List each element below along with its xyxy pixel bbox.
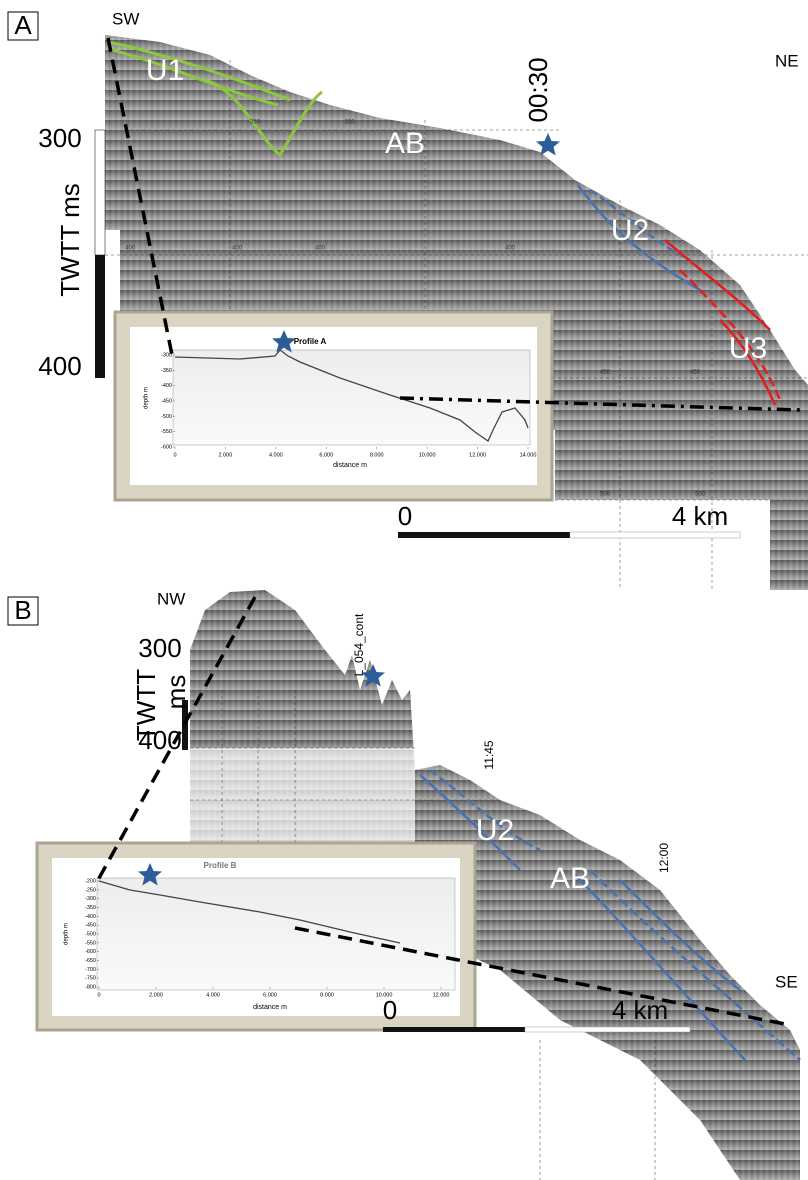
grid-label: 350 bbox=[345, 120, 356, 126]
inset-x-tick-label: 0 bbox=[173, 452, 176, 458]
scale-bar-end: 4 km bbox=[672, 501, 728, 531]
grid-label: 400 bbox=[315, 246, 326, 252]
inset-title: Profile A bbox=[294, 337, 327, 346]
inset-x-tick-label: 6.000 bbox=[319, 452, 333, 458]
inset-y-tick-label: -650 bbox=[85, 958, 96, 964]
feature-label: AB bbox=[385, 127, 425, 160]
inset-x-label: distance m bbox=[333, 462, 367, 469]
inset-x-tick-label: 6.000 bbox=[263, 992, 277, 998]
figure: A 300 400 TWTT ms SW NE U1 AB 00:30 U2 U… bbox=[0, 0, 808, 1180]
inset-plot bbox=[173, 350, 530, 445]
scale-bar-white bbox=[95, 130, 105, 255]
inset-x-tick-label: 2.000 bbox=[149, 992, 163, 998]
inset-y-tick-label: -450 bbox=[161, 398, 172, 404]
fade bbox=[190, 748, 415, 848]
inset-x-tick-label: 8.000 bbox=[370, 452, 384, 458]
panel-label: B bbox=[14, 595, 31, 625]
unit-label: U3 bbox=[729, 332, 767, 365]
grid-label: 500 bbox=[600, 492, 611, 498]
inset-y-tick-label: -550 bbox=[85, 940, 96, 946]
unit-label: U2 bbox=[611, 214, 649, 247]
scale-title: TWTT bbox=[131, 669, 161, 741]
inset-plot bbox=[97, 878, 455, 990]
grid-label: 500 bbox=[695, 492, 706, 498]
scale-bar-black bbox=[383, 1027, 525, 1032]
grid-label: 400 bbox=[125, 246, 136, 252]
inset-x-tick-label: 4.000 bbox=[269, 452, 283, 458]
direction-right: NE bbox=[775, 51, 799, 70]
line-name: L_054_cont bbox=[352, 613, 366, 676]
inset-title: Profile B bbox=[204, 861, 237, 870]
inset-x-tick-label: 0 bbox=[97, 992, 100, 998]
time-mark: 11:45 bbox=[482, 740, 496, 769]
direction-right: SE bbox=[775, 972, 798, 991]
inset-y-tick-label: -400 bbox=[85, 914, 96, 920]
inset-y-tick-label: -250 bbox=[85, 887, 96, 893]
scale-bar-white bbox=[570, 532, 740, 538]
inset-y-label: depth m bbox=[64, 923, 70, 945]
inset-y-label: depth m bbox=[144, 387, 150, 409]
inset-y-tick-label: -700 bbox=[85, 967, 96, 973]
scale-bar-start: 0 bbox=[383, 995, 397, 1025]
inset-x-label: distance m bbox=[253, 1004, 287, 1011]
inset-y-tick-label: -450 bbox=[85, 923, 96, 929]
inset-y-tick-label: -350 bbox=[85, 905, 96, 911]
inset-x-tick-label: 2.000 bbox=[219, 452, 233, 458]
inset-y-tick-label: -750 bbox=[85, 976, 96, 982]
grid-label: 350 bbox=[250, 120, 261, 126]
inset-y-tick-label: -350 bbox=[161, 368, 172, 374]
grid-label: 450 bbox=[600, 370, 611, 376]
scale-top: 300 bbox=[38, 123, 81, 153]
unit-label: U1 bbox=[146, 54, 184, 87]
inset-y-tick-label: -500 bbox=[85, 931, 96, 937]
inset-x-tick-label: 12.000 bbox=[433, 992, 450, 998]
scale-bar-black bbox=[95, 255, 105, 378]
inset-y-tick-label: -300 bbox=[85, 896, 96, 902]
inset-x-tick-label: 4.000 bbox=[206, 992, 220, 998]
grid-label: 400 bbox=[232, 246, 243, 252]
time-mark: 12:00 bbox=[657, 843, 671, 873]
unit-label: U2 bbox=[476, 814, 514, 847]
scale-unit: ms bbox=[161, 675, 191, 710]
direction-left: NW bbox=[157, 589, 185, 608]
inset-y-tick-label: -600 bbox=[85, 949, 96, 955]
inset-x-tick-label: 10.000 bbox=[419, 452, 436, 458]
inset-y-tick-label: -200 bbox=[85, 878, 96, 884]
inset-y-tick-label: -600 bbox=[161, 444, 172, 450]
scale-bottom: 400 bbox=[38, 351, 81, 381]
time-mark: 00:30 bbox=[523, 57, 553, 122]
scale-title: TWTT ms bbox=[55, 183, 85, 297]
feature-label: AB bbox=[550, 862, 590, 895]
inset-x-tick-label: 14.000 bbox=[520, 452, 537, 458]
inset-y-tick-label: -500 bbox=[161, 414, 172, 420]
scale-bar-start: 0 bbox=[398, 501, 412, 531]
scale-bar-white bbox=[525, 1027, 690, 1032]
inset-x-tick-label: 8.000 bbox=[320, 992, 334, 998]
grid-label: 400 bbox=[505, 246, 516, 252]
inset-y-tick-label: -550 bbox=[161, 429, 172, 435]
direction-left: SW bbox=[112, 9, 139, 28]
scale-bar-black bbox=[398, 532, 570, 538]
page: Seismic profiles {"panel_a": {"label": "… bbox=[0, 0, 808, 1180]
scale-bar-end: 4 km bbox=[612, 995, 668, 1025]
panel-label: A bbox=[14, 10, 32, 40]
scale-top: 300 bbox=[138, 633, 181, 663]
inset-y-tick-label: -400 bbox=[161, 383, 172, 389]
inset-y-tick-label: -800 bbox=[85, 984, 96, 990]
inset-x-tick-label: 12.000 bbox=[469, 452, 486, 458]
grid-label: 450 bbox=[690, 370, 701, 376]
